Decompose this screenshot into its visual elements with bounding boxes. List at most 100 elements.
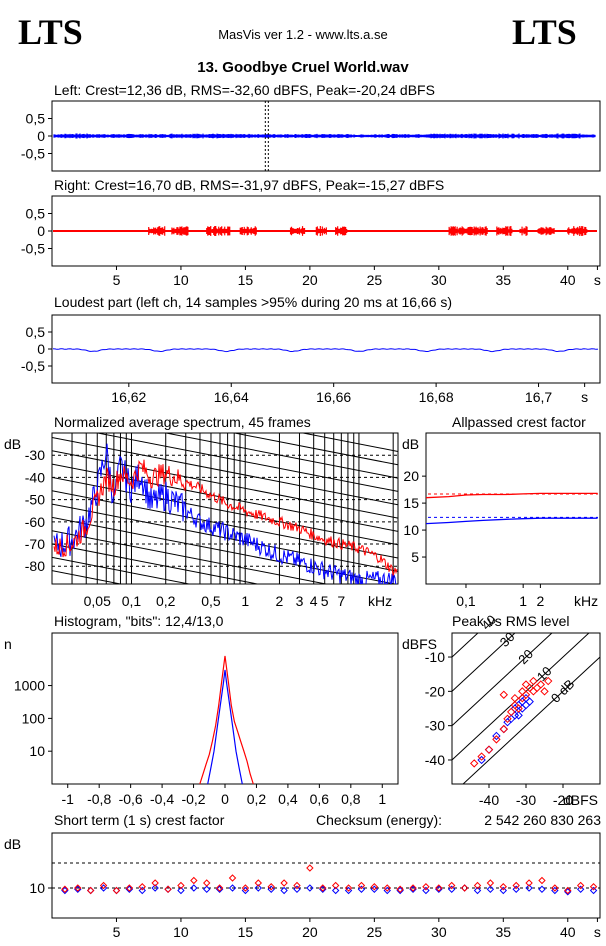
right-xtick-label: 35 xyxy=(496,272,512,288)
short-term-point-left xyxy=(203,885,211,893)
histogram-title: Histogram, "bits": 12,4/13,0 xyxy=(54,613,224,629)
short-term-point-right xyxy=(538,876,546,885)
short-term-point-left xyxy=(61,886,69,895)
hist-ytick-label: 100 xyxy=(22,710,46,726)
short-term-xtick-label: 25 xyxy=(367,924,383,940)
peak-rms-point-right xyxy=(529,687,538,696)
peak-rms-point-right xyxy=(529,676,538,686)
short-term-point-left xyxy=(564,888,572,896)
logo-right: LTS xyxy=(512,12,577,52)
short-term-point-left xyxy=(74,885,82,893)
right-ytick-label: 0 xyxy=(37,223,45,239)
histogram-frame xyxy=(51,632,399,785)
short-term-point-right xyxy=(448,881,456,890)
spectrum-slope-line xyxy=(52,530,329,584)
short-term-point-right xyxy=(280,879,288,887)
peak-rms-xlabel: dBFS xyxy=(563,792,598,808)
peak-rms-point-left xyxy=(484,745,494,754)
hist-xtick-label: 0,4 xyxy=(278,791,298,807)
short-term-point-right xyxy=(177,881,185,890)
spectrum-frame xyxy=(51,432,399,585)
right-xtick-label: 15 xyxy=(238,272,254,288)
loudest-xtick-label: 16,68 xyxy=(419,389,454,405)
short-term-point-right xyxy=(61,885,69,893)
short-term-point-right xyxy=(151,879,159,887)
short-term-point-right xyxy=(228,874,237,882)
short-term-point-right xyxy=(331,881,340,890)
peak-rms-point-left xyxy=(521,700,531,710)
spectrum-slope-line xyxy=(95,433,398,492)
spectrum-xtick-label: 7 xyxy=(337,593,345,609)
peak-rms-point-right xyxy=(536,680,546,689)
short-term-xtick-label: 35 xyxy=(496,924,512,940)
spectrum-xtick-label: 3 xyxy=(296,593,304,609)
hist-series-right xyxy=(199,655,254,785)
peak-rms-ytick-label: -30 xyxy=(425,718,445,734)
short-term-point-right xyxy=(525,879,533,887)
right-xtick-label: 30 xyxy=(431,272,447,288)
short-term-xtick-label: 20 xyxy=(302,924,318,940)
left-ytick-label: -0,5 xyxy=(21,146,45,162)
short-term-point-right xyxy=(125,884,134,892)
peak-rms-point-right xyxy=(492,735,501,744)
spectrum-slope-line xyxy=(231,433,398,466)
crest-frame xyxy=(425,432,601,585)
short-term-point-right xyxy=(319,884,327,892)
short-term-point-left xyxy=(589,886,598,895)
left-waveform-title: Left: Crest=12,36 dB, RMS=-32,60 dBFS, P… xyxy=(54,82,435,98)
short-term-point-left xyxy=(125,885,134,893)
short-term-point-right xyxy=(306,864,314,872)
right-xtick-label: 40 xyxy=(560,272,576,288)
short-term-point-left xyxy=(396,886,404,895)
short-term-point-left xyxy=(177,886,185,895)
spectrum-slope-line xyxy=(52,516,397,584)
peak-rms-xtick-label: -40 xyxy=(479,792,499,808)
peak-rms-point-right xyxy=(484,745,494,754)
crest-diagonal xyxy=(452,633,553,727)
spectrum-slope-line xyxy=(52,543,261,584)
short-term-point-right xyxy=(435,884,443,892)
spectrum-xtick-label: 0,5 xyxy=(201,593,221,609)
spectrum-slope-line xyxy=(52,570,124,584)
left-waveform-series xyxy=(53,133,596,139)
peak-rms-ytick-label: -40 xyxy=(425,752,445,768)
short-term-xtick-label: 5 xyxy=(113,924,121,940)
short-term-ytick-label: 10 xyxy=(29,880,45,896)
short-term-point-left xyxy=(215,885,224,893)
hist-xtick-label: -0,8 xyxy=(87,791,111,807)
loudest-part-title: Loudest part (left ch, 14 samples >95% d… xyxy=(54,294,452,310)
short-term-point-right xyxy=(409,884,417,892)
spectrum-xtick-label: 4 xyxy=(310,593,318,609)
short-term-point-right xyxy=(254,879,263,887)
crest-ytick-label: 5 xyxy=(411,549,419,565)
short-term-point-left xyxy=(151,884,159,892)
short-term-point-left xyxy=(331,886,340,895)
loudest-ytick-label: -0,5 xyxy=(21,358,45,374)
crest-factor-title: Allpassed crest factor xyxy=(452,414,586,430)
spectrum-ytick-label: -30 xyxy=(25,447,45,463)
left-ytick-label: 0,5 xyxy=(26,111,46,127)
crest-diagonal xyxy=(452,633,479,658)
peak-rms-point-right xyxy=(521,680,531,689)
short-term-point-left xyxy=(228,884,237,892)
peak-rms-xtick-label: -20 xyxy=(553,792,573,808)
peak-rms-point-left xyxy=(492,731,501,741)
short-term-point-left xyxy=(164,885,172,893)
short-term-point-right xyxy=(499,883,508,891)
spectrum-slope-line xyxy=(52,450,398,519)
right-ytick-label: 0,5 xyxy=(26,206,46,222)
peak-rms-point-right xyxy=(499,724,509,734)
short-term-point-right xyxy=(486,879,495,887)
short-term-point-left xyxy=(538,885,546,893)
peak-rms-title: Peak vs RMS level xyxy=(452,613,569,629)
spectrum-xtick-label: 2 xyxy=(276,593,284,609)
short-term-xtick-label: 40 xyxy=(560,924,576,940)
short-term-point-left xyxy=(486,885,495,893)
checksum-value: 2 542 260 830 263 xyxy=(484,812,601,828)
crest-series-left xyxy=(425,517,598,525)
right-xtick-label: 10 xyxy=(173,272,189,288)
file-title: 13. Goodbye Cruel World.wav xyxy=(197,59,409,76)
crest-xtick-label: 0,1 xyxy=(456,593,476,609)
crest-ytick-label: 10 xyxy=(403,522,419,538)
